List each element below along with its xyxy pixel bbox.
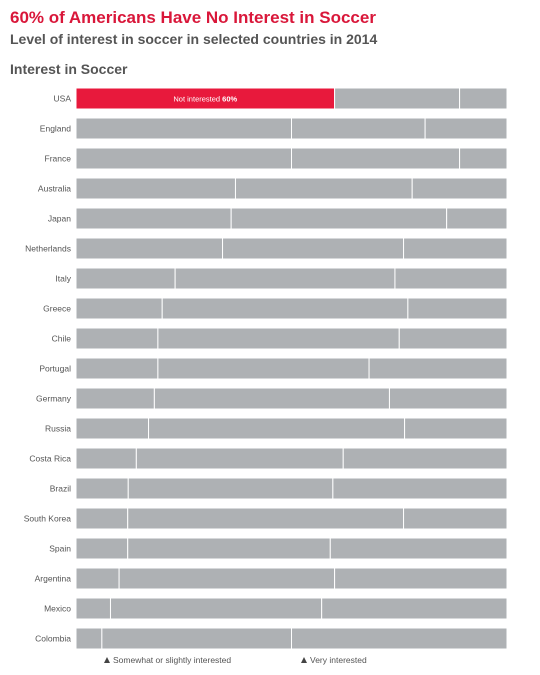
- bar-segment: [75, 537, 129, 560]
- bar-segment: [230, 207, 448, 230]
- bar-segment: [127, 477, 334, 500]
- bar-segment: [75, 357, 159, 380]
- bar-segment: [291, 147, 461, 170]
- country-label: USA: [54, 94, 72, 104]
- bar-segment: [75, 387, 155, 410]
- bar-segment: [75, 447, 137, 470]
- bar-segment: [75, 297, 163, 320]
- bar-segment: [75, 507, 129, 530]
- bar-segment: [368, 357, 508, 380]
- bar-segment: [75, 267, 176, 290]
- bar-segment: [291, 117, 426, 140]
- legend-item-very: Very interested: [301, 655, 367, 665]
- bar-segment: [153, 387, 390, 410]
- bar-segment: [403, 237, 508, 260]
- bar-segment: [394, 267, 508, 290]
- bar-segment: [75, 117, 292, 140]
- country-label: Netherlands: [25, 244, 71, 254]
- bar-segment: [75, 417, 150, 440]
- country-label: Australia: [38, 184, 71, 194]
- chart-subtitle: Level of interest in soccer in selected …: [10, 31, 378, 47]
- bar-segment: [75, 177, 236, 200]
- bar-segment: [222, 237, 405, 260]
- legend-item-somewhat: Somewhat or slightly interested: [104, 655, 231, 665]
- bar-segment: [75, 207, 232, 230]
- country-label: Mexico: [44, 604, 71, 614]
- bar-segment: [459, 147, 508, 170]
- bar-segment: [388, 387, 508, 410]
- country-label: Japan: [48, 214, 71, 224]
- bar-segment: [404, 417, 508, 440]
- bar-segment: [127, 537, 331, 560]
- bar-segment: [75, 237, 224, 260]
- bar-segment: [157, 327, 400, 350]
- triangle-icon: [301, 657, 307, 663]
- bar-segment: [148, 417, 406, 440]
- highlight-data-label: Not interested 60%: [173, 95, 237, 104]
- country-label: Colombia: [35, 634, 71, 644]
- bar-segment: [127, 507, 405, 530]
- bar-segment: [446, 207, 508, 230]
- bar-segment: [398, 327, 508, 350]
- stacked-bar-chart: USA Not interested 60% England France Austra…: [24, 87, 508, 650]
- country-label: Italy: [55, 274, 71, 284]
- country-label: Germany: [36, 394, 72, 404]
- legend: Somewhat or slightly interested Very int…: [0, 655, 540, 669]
- bar-segment: [75, 327, 159, 350]
- country-label: Chile: [52, 334, 72, 344]
- chart-title: 60% of Americans Have No Interest in Soc…: [10, 8, 376, 27]
- bar-segment: [174, 267, 396, 290]
- country-label: England: [40, 124, 71, 134]
- country-label: Spain: [49, 544, 71, 554]
- bar-segment: [109, 597, 323, 620]
- bar-segment: [403, 507, 508, 530]
- country-label: Greece: [43, 304, 71, 314]
- bar-segment: [161, 297, 409, 320]
- bar-segment: [75, 597, 111, 620]
- country-label: Russia: [45, 424, 71, 434]
- bar-segment: [411, 177, 508, 200]
- bar-segment: [321, 597, 508, 620]
- bar-segment: [332, 477, 508, 500]
- bar-segment: [329, 537, 508, 560]
- bar-segment: [135, 447, 344, 470]
- bar-segment: [334, 567, 508, 590]
- country-label: Brazil: [50, 484, 71, 494]
- bar-segment: [75, 567, 120, 590]
- legend-label: Somewhat or slightly interested: [113, 655, 232, 665]
- country-label: South Korea: [24, 514, 72, 524]
- bar-segment: [75, 147, 292, 170]
- section-label: Interest in Soccer: [10, 61, 128, 77]
- bar-segment: [424, 117, 508, 140]
- bar-segment: [157, 357, 370, 380]
- bar-segment: [407, 297, 508, 320]
- bar-segment: [118, 567, 336, 590]
- triangle-icon: [104, 657, 110, 663]
- bar-segment: [75, 477, 129, 500]
- bar-segment: [334, 87, 461, 110]
- legend-label: Very interested: [310, 655, 367, 665]
- bar-segment: [291, 627, 508, 650]
- bar-segment: [75, 627, 103, 650]
- country-label: France: [45, 154, 72, 164]
- bar-segment: [459, 87, 508, 110]
- country-label: Portugal: [39, 364, 71, 374]
- bar-segment: [234, 177, 413, 200]
- country-label: Argentina: [35, 574, 72, 584]
- bar-segment: [342, 447, 508, 470]
- bar-segment: [101, 627, 292, 650]
- country-label: Costa Rica: [29, 454, 71, 464]
